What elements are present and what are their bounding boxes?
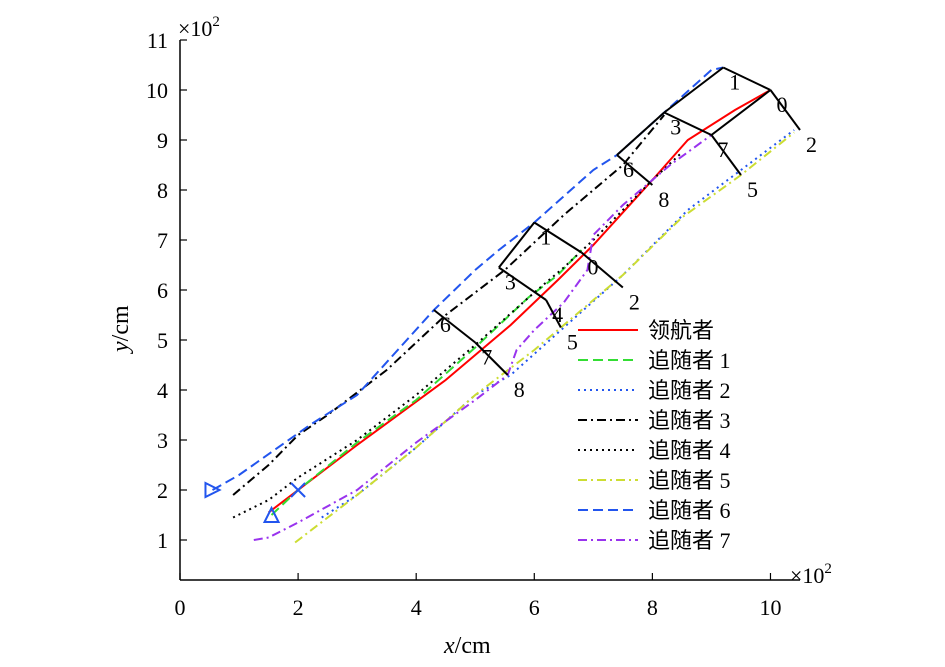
- formation-node-label: 8: [658, 187, 669, 212]
- formation-node-label: 3: [670, 115, 681, 140]
- legend-label: 领航者: [648, 318, 714, 343]
- formation-edge: [663, 111, 712, 136]
- legend-label: 追随者 2: [648, 378, 731, 403]
- trajectories: [212, 66, 795, 544]
- x-tick-label: 4: [411, 595, 422, 620]
- formation-edge: [722, 66, 771, 91]
- y-tick-label: 9: [157, 128, 168, 153]
- y-tick-label: 6: [157, 278, 168, 303]
- start-markers: [204, 481, 306, 523]
- y-tick-label: 7: [157, 228, 168, 253]
- y-axis-multiplier: ×102: [178, 14, 220, 41]
- legend-label: 追随者 1: [648, 348, 731, 373]
- formation-node-label: 2: [629, 290, 640, 315]
- x-tick-label: 6: [529, 595, 540, 620]
- y-tick-label: 11: [147, 28, 168, 53]
- x-tick-label: 8: [647, 595, 658, 620]
- start-marker-triangle-up: [262, 505, 281, 523]
- formation-node-label: 0: [776, 92, 787, 117]
- y-tick-label: 2: [157, 478, 168, 503]
- y-axis-label: y/cm: [108, 305, 134, 354]
- formation-node-label: 1: [540, 225, 551, 250]
- y-tick-label: 1: [157, 528, 168, 553]
- series-line-5: [294, 131, 795, 544]
- x-axis-multiplier: ×102: [790, 561, 832, 588]
- formation-node-label: 2: [806, 132, 817, 157]
- formation-node-label: 1: [729, 70, 740, 95]
- formation-edge: [616, 154, 654, 186]
- formation-edge: [769, 89, 801, 131]
- y-tick-label: 5: [157, 328, 168, 353]
- formation-node-label: 0: [588, 255, 599, 280]
- formation-node-label: 6: [440, 312, 451, 337]
- formation-edge: [580, 251, 624, 289]
- x-axis-label: x/cm: [443, 633, 491, 659]
- formation-node-label: 4: [552, 302, 563, 327]
- formation-node-label: 6: [623, 157, 634, 182]
- legend-label: 追随者 4: [648, 438, 731, 463]
- formation-edge: [663, 66, 724, 114]
- x-tick-label: 10: [759, 595, 781, 620]
- formation-node-label: 7: [481, 345, 492, 370]
- formation-edge: [616, 111, 665, 156]
- x-tick-label: 2: [293, 595, 304, 620]
- legend-label: 追随者 5: [648, 468, 731, 493]
- y-tick-label: 10: [146, 78, 168, 103]
- start-marker-cross: [290, 482, 306, 498]
- formation-node-label: 3: [505, 270, 516, 295]
- formation-edge: [433, 309, 476, 344]
- start-marker-triangle-right: [204, 481, 222, 499]
- formation-edge: [710, 134, 742, 176]
- formation-edge: [498, 266, 547, 301]
- legend-label: 追随者 3: [648, 408, 731, 433]
- series-line-7: [253, 134, 712, 541]
- y-tick-label: 3: [157, 428, 168, 453]
- formation-edge: [710, 89, 772, 136]
- formation-edge: [545, 299, 562, 328]
- series-line-6: [212, 66, 724, 491]
- formation-edge: [498, 221, 536, 269]
- series-line-3: [232, 114, 665, 496]
- legend-label: 追随者 7: [648, 528, 731, 553]
- formation-node-label: 8: [514, 377, 525, 402]
- formation-node-label: 5: [747, 177, 758, 202]
- formation-node-label: 5: [567, 330, 578, 355]
- series-line-1: [270, 249, 583, 516]
- x-tick-label: 0: [175, 595, 186, 620]
- y-tick-label: 8: [157, 178, 168, 203]
- series-line-0: [267, 89, 771, 514]
- formation-node-label: 7: [717, 137, 728, 162]
- series-line-4: [232, 151, 683, 519]
- formation-edge: [533, 221, 583, 254]
- y-tick-label: 4: [157, 378, 168, 403]
- formation-edge: [474, 341, 509, 376]
- legend-label: 追随者 6: [648, 498, 731, 523]
